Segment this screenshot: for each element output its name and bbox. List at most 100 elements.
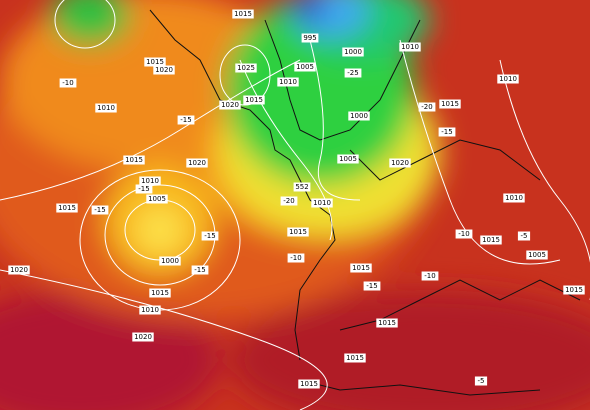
isobar-label: 1015 (146, 58, 164, 66)
isobar-label: 1020 (188, 159, 206, 167)
isobar-label: 1015 (234, 10, 252, 18)
label-box (399, 42, 421, 52)
isobar-label: -15 (366, 282, 377, 290)
isobar-label: 1015 (441, 100, 459, 108)
label-box (342, 47, 364, 57)
isobar-label: -10 (458, 230, 469, 238)
label-box (277, 77, 299, 87)
isobar-label: 1015 (378, 319, 396, 327)
label-box (287, 253, 305, 263)
label-box (311, 198, 333, 208)
label-box (293, 182, 311, 192)
isobar-label: 1010 (401, 43, 419, 51)
isobar-label: -5 (478, 377, 485, 385)
isobar-label: 1010 (279, 78, 297, 86)
isobar-label: -10 (290, 254, 301, 262)
isobar-label: 1010 (505, 194, 523, 202)
isobar-label: 1015 (352, 264, 370, 272)
isobar-label: 1010 (141, 177, 159, 185)
label-box (139, 305, 161, 315)
isobar-label: 995 (303, 34, 316, 42)
label-box (418, 102, 436, 112)
isobar-label: 1020 (10, 266, 28, 274)
isobar-label: 1010 (313, 199, 331, 207)
isobar-label: 1015 (58, 204, 76, 212)
label-box (201, 231, 219, 241)
isobar-label: 1010 (499, 75, 517, 83)
isobar-label: 1005 (339, 155, 357, 163)
isobar-label: 1005 (296, 63, 314, 71)
isobar-label: 1015 (300, 380, 318, 388)
label-box (294, 62, 316, 72)
isobar-label: 1010 (141, 306, 159, 314)
label-box (455, 229, 473, 239)
label-box (474, 376, 488, 386)
label-box (159, 256, 181, 266)
label-box (135, 184, 153, 194)
label-box (144, 57, 166, 67)
isobar-label: 1020 (134, 333, 152, 341)
isobar-label: -15 (204, 232, 215, 240)
isobar-label: 1005 (148, 195, 166, 203)
isobar-label: -15 (180, 116, 191, 124)
label-box (146, 194, 168, 204)
isobar-label: 552 (295, 183, 308, 191)
label-box (91, 205, 109, 215)
isobar-label: 1010 (97, 104, 115, 112)
isobar-label: 1020 (391, 159, 409, 167)
isobar-label: -5 (521, 232, 528, 240)
label-box (480, 235, 502, 245)
label-box (421, 271, 439, 281)
isobar-label: -25 (347, 69, 358, 77)
label-box (363, 281, 381, 291)
label-box (439, 99, 461, 109)
label-box (350, 263, 372, 273)
label-box (497, 74, 519, 84)
label-box (287, 227, 309, 237)
label-box (186, 158, 208, 168)
isobar-label: -15 (441, 128, 452, 136)
label-box (8, 265, 30, 275)
isobar-label: 1020 (155, 66, 173, 74)
isobar-label: -20 (421, 103, 432, 111)
label-box (153, 65, 175, 75)
isobar-label: 1000 (344, 48, 362, 56)
isobar-label: 1005 (528, 251, 546, 259)
label-box (59, 78, 77, 88)
isobar-label: 1015 (565, 286, 583, 294)
isobar-label: 1015 (125, 156, 143, 164)
label-box (517, 231, 531, 241)
label-box (95, 103, 117, 113)
label-box (503, 193, 525, 203)
isobar-label: 1015 (245, 96, 263, 104)
label-box (177, 115, 195, 125)
label-box (344, 353, 366, 363)
isobar-label: -10 (62, 79, 73, 87)
isobar-label: 1015 (346, 354, 364, 362)
isobar-label: -20 (283, 197, 294, 205)
isobar-label: 1000 (161, 257, 179, 265)
isobar-label: 1020 (221, 101, 239, 109)
label-box (191, 265, 209, 275)
label-box (526, 250, 548, 260)
label-box (563, 285, 585, 295)
isobar-label: 1015 (289, 228, 307, 236)
isobar-label: -10 (424, 272, 435, 280)
label-box (301, 33, 319, 43)
isobar-label: 1015 (151, 289, 169, 297)
label-box (139, 176, 161, 186)
label-box (219, 100, 241, 110)
label-box (298, 379, 320, 389)
label-box (243, 95, 265, 105)
isobar-label: 1015 (482, 236, 500, 244)
isobar-label: -15 (138, 185, 149, 193)
label-box (438, 127, 456, 137)
isobar-label: 1025 (237, 64, 255, 72)
label-box (149, 288, 171, 298)
label-box (123, 155, 145, 165)
isobar-label: -15 (94, 206, 105, 214)
label-box (337, 154, 359, 164)
isobar-label: 1000 (350, 112, 368, 120)
